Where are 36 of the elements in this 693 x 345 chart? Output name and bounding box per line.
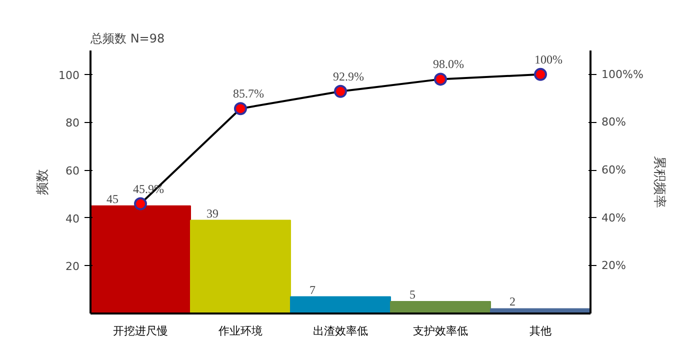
y-tick-label: 80 xyxy=(66,116,80,130)
chart-subtitle: 总频数 N=98 xyxy=(90,32,165,46)
y-tick-label: 40 xyxy=(66,212,80,226)
data-label: 5 xyxy=(410,288,416,302)
y2-axis-title: 累积频率 xyxy=(651,156,668,208)
point xyxy=(534,68,547,81)
bar xyxy=(290,296,391,314)
data-label: 7 xyxy=(310,282,316,297)
y-tick-label: 100 xyxy=(58,68,80,82)
bar xyxy=(390,301,491,314)
bar xyxy=(90,205,191,314)
y2-tick-label: 80% xyxy=(602,116,626,129)
y2-tick-label: 60% xyxy=(602,164,626,177)
point xyxy=(334,84,347,98)
y-tick-label: 20 xyxy=(66,260,80,274)
y-axis-title: 频数 xyxy=(36,169,51,195)
x-tick-label: 开挖进尺慢 xyxy=(113,324,168,338)
point xyxy=(234,102,247,116)
x-tick-label: 作业环境 xyxy=(218,324,262,338)
data-label: 45 xyxy=(106,192,118,206)
point xyxy=(434,72,447,86)
bar xyxy=(190,220,291,314)
data-label: 98.0% xyxy=(433,57,464,72)
data-label: 85.7% xyxy=(233,86,264,101)
x-tick-label: 支护效率低 xyxy=(413,324,468,338)
data-label: 100% xyxy=(534,52,562,66)
x-tick-label: 出渣效率低 xyxy=(313,324,368,338)
x-tick-label: 其他 xyxy=(530,324,552,338)
data-label: 2 xyxy=(510,294,516,309)
y2-tick-label: 100%% xyxy=(602,68,644,81)
data-label: 92.9% xyxy=(333,69,364,84)
point xyxy=(134,197,147,210)
y2-tick-label: 40% xyxy=(602,211,626,224)
y-tick-label: 60 xyxy=(66,164,80,178)
y2-tick-label: 20% xyxy=(602,259,626,272)
data-label: 39 xyxy=(206,206,218,220)
